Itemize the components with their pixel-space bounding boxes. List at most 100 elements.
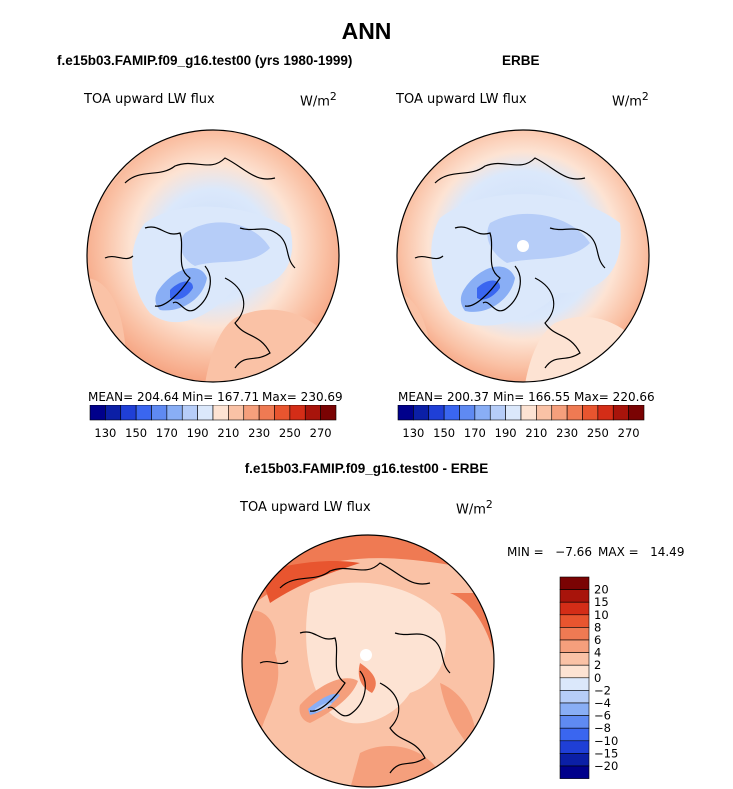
colorbar-swatch <box>274 405 291 421</box>
colorbar-swatch <box>443 405 460 421</box>
colorbar-swatch <box>428 405 445 421</box>
panel-2-coastlines <box>414 157 606 369</box>
colorbar-swatch <box>304 405 321 421</box>
colorbar-tick-label: 10 <box>594 608 609 622</box>
colorbar-tick-label: 15 <box>594 595 609 609</box>
colorbar-tick-label: −20 <box>594 759 618 773</box>
colorbar-swatch <box>559 601 590 616</box>
colorbar-tick-label: 2 <box>594 658 601 672</box>
panel-2-colorbar: 130 150 170 190 210 230 250 270 <box>397 405 645 440</box>
panel-1-colorbar: 130 150 170 190 210 230 250 270 <box>89 405 337 440</box>
colorbar-swatch <box>120 405 137 421</box>
colorbar-swatch <box>459 405 476 421</box>
colorbar-tick-label: 170 <box>464 426 486 440</box>
panel-2-units-label: W/m2 <box>612 90 649 110</box>
colorbar-swatch <box>559 576 590 590</box>
colorbar-tick-label: 210 <box>217 426 239 440</box>
colorbar-swatch <box>505 405 522 421</box>
colorbar-swatch <box>135 405 152 421</box>
colorbar-swatch <box>559 677 590 691</box>
panel-3-variable-label: TOA upward LW flux <box>240 500 371 515</box>
colorbar-tick-label: 190 <box>187 426 209 440</box>
colorbar-swatch <box>166 405 183 421</box>
panel-1-variable-label: TOA upward LW flux <box>84 92 215 107</box>
colorbar-swatch <box>243 405 260 421</box>
colorbar-swatch <box>559 614 590 628</box>
colorbar-tick-label: 230 <box>248 426 270 440</box>
colorbar-swatch <box>474 405 491 421</box>
panel-3-min: MIN = −7.66 <box>507 545 592 559</box>
colorbar-swatch <box>559 627 590 641</box>
panel-3-units-label: W/m2 <box>456 498 493 518</box>
colorbar-swatch <box>559 652 590 666</box>
colorbar-swatch <box>397 405 414 421</box>
colorbar-swatch <box>197 405 214 421</box>
colorbar-swatch <box>289 405 306 421</box>
colorbar-swatch <box>559 589 590 603</box>
panel-3-max: MAX = 14.49 <box>598 545 685 559</box>
colorbar-tick-label: 130 <box>94 426 116 440</box>
colorbar-tick-label: −6 <box>594 709 611 723</box>
panel-1-mid-low-region <box>180 222 270 266</box>
colorbar-swatch <box>597 405 614 421</box>
panel-2-min: Min= 166.55 <box>493 390 571 404</box>
colorbar-swatch <box>520 405 537 421</box>
panel-3-title: f.e15b03.FAMIP.f09_g16.test00 - ERBE <box>244 461 489 476</box>
panel-1-coastlines <box>104 157 296 369</box>
colorbar-tick-label: −15 <box>594 746 618 760</box>
colorbar-swatch <box>228 405 245 421</box>
colorbar-tick-label: 170 <box>156 426 178 440</box>
panel-2-map <box>396 129 650 383</box>
colorbar-swatch <box>551 405 568 421</box>
colorbar-tick-label: −2 <box>594 683 611 697</box>
colorbar-swatch <box>89 405 106 421</box>
colorbar-swatch <box>559 664 590 679</box>
colorbar-swatch <box>258 405 275 421</box>
colorbar-swatch <box>489 405 506 421</box>
colorbar-tick-label: 210 <box>525 426 547 440</box>
colorbar-swatch <box>628 405 645 421</box>
colorbar-swatch <box>413 405 430 421</box>
panel-2-mean: MEAN= 200.37 <box>398 390 489 404</box>
colorbar-tick-label: 190 <box>495 426 517 440</box>
colorbar-tick-label: 250 <box>279 426 301 440</box>
colorbar-swatch <box>559 639 590 653</box>
colorbar-swatch <box>320 405 337 421</box>
colorbar-swatch <box>559 715 590 729</box>
colorbar-swatch <box>536 405 553 421</box>
panel-1-map <box>86 129 340 383</box>
colorbar-tick-label: 230 <box>556 426 578 440</box>
panel-3-map <box>241 534 495 788</box>
panel-1-max: Max= 230.69 <box>262 390 343 404</box>
colorbar-swatch <box>559 765 590 779</box>
colorbar-tick-label: −4 <box>594 696 611 710</box>
colorbar-tick-label: 250 <box>587 426 609 440</box>
colorbar-tick-label: 6 <box>594 633 601 647</box>
colorbar-tick-label: 4 <box>594 646 601 660</box>
colorbar-tick-label: −10 <box>594 734 618 748</box>
colorbar-swatch <box>559 727 590 742</box>
panel-3-coastlines <box>259 562 451 774</box>
colorbar-swatch <box>582 405 599 421</box>
colorbar-tick-label: 20 <box>594 583 609 597</box>
colorbar-tick-label: 130 <box>402 426 424 440</box>
panel-2-variable-label: TOA upward LW flux <box>396 92 527 107</box>
colorbar-tick-label: 270 <box>310 426 332 440</box>
colorbar-swatch <box>181 405 198 421</box>
colorbar-swatch <box>151 405 168 421</box>
panel-1-min: Min= 167.71 <box>182 390 260 404</box>
panel-1-mean: MEAN= 204.64 <box>88 390 179 404</box>
colorbar-tick-label: 150 <box>125 426 147 440</box>
colorbar-swatch <box>105 405 122 421</box>
colorbar-swatch <box>559 702 590 716</box>
colorbar-swatch <box>559 753 590 767</box>
panel-1-units-label: W/m2 <box>300 90 337 110</box>
panel-2-max: Max= 220.66 <box>574 390 655 404</box>
colorbar-swatch <box>559 740 590 754</box>
colorbar-tick-label: −8 <box>594 721 611 735</box>
figure-title: ANN <box>341 18 392 44</box>
colorbar-tick-label: 0 <box>594 671 601 685</box>
colorbar-swatch <box>566 405 583 421</box>
colorbar-swatch <box>559 690 590 704</box>
